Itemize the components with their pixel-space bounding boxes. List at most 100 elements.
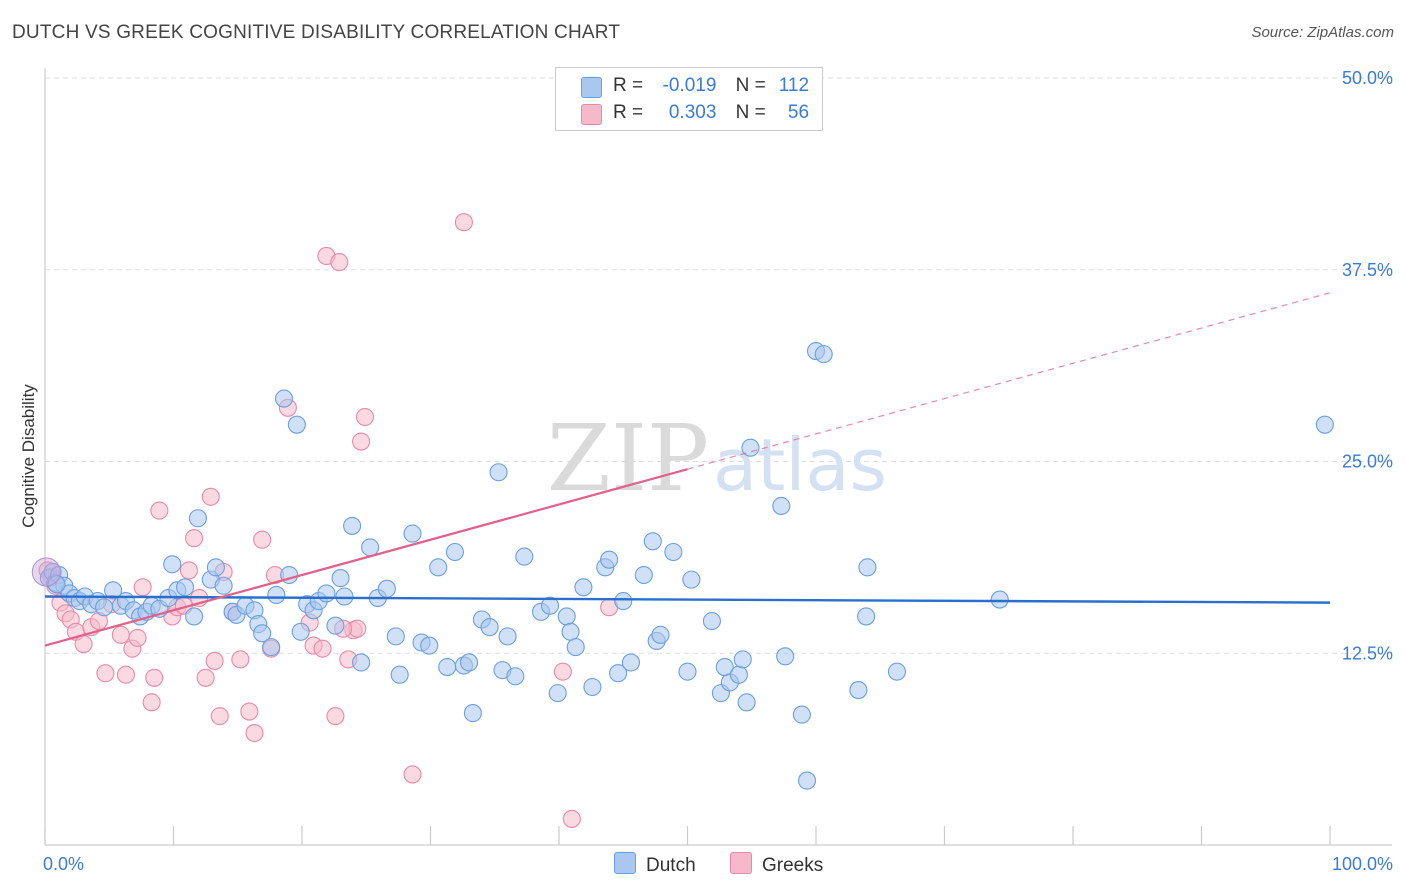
point-dutch	[176, 578, 195, 597]
point-dutch	[343, 516, 362, 535]
point-dutch	[331, 569, 350, 588]
correlation-legend: R = -0.019 N = 112 R = 0.303 N = 56	[555, 67, 823, 131]
legend-greeks-r-label: R =	[613, 102, 644, 123]
point-dutch	[600, 550, 619, 569]
point-greeks	[240, 702, 259, 721]
point-dutch	[459, 653, 479, 672]
point-dutch	[797, 771, 817, 790]
point-dutch	[849, 681, 868, 700]
point-dutch	[651, 625, 670, 644]
point-dutch	[583, 677, 602, 697]
point-dutch	[643, 532, 662, 551]
point-dutch	[548, 684, 567, 703]
point-dutch	[741, 438, 760, 457]
y-tick-label: 25.0%	[1342, 452, 1393, 472]
point-dutch	[498, 627, 517, 646]
y-tick-label: 50.0%	[1342, 68, 1393, 88]
point-dutch	[506, 667, 525, 686]
point-greeks	[210, 707, 229, 726]
point-dutch	[352, 653, 371, 672]
point-dutch	[326, 616, 345, 635]
point-dutch	[214, 576, 233, 595]
point-dutch	[1315, 415, 1334, 434]
point-dutch	[188, 509, 207, 528]
point-greeks	[403, 765, 422, 784]
point-dutch	[95, 598, 114, 617]
point-dutch	[858, 558, 877, 577]
point-greeks	[330, 253, 349, 272]
legend-dutch-r-label: R =	[613, 75, 644, 96]
legend-swatch-greeks	[581, 104, 602, 125]
point-dutch	[489, 463, 508, 482]
watermark-zip: ZIP	[547, 405, 709, 512]
series-legend-dutch: Dutch	[614, 852, 696, 877]
point-greeks	[196, 668, 215, 687]
point-dutch	[480, 618, 499, 637]
point-dutch	[463, 704, 482, 723]
point-dutch	[420, 636, 439, 655]
source-credit: Source: ZipAtlas.com	[1251, 24, 1394, 41]
watermark: ZIP atlas	[547, 405, 887, 512]
point-dutch	[621, 653, 641, 672]
point-dutch	[733, 650, 752, 669]
point-greeks	[205, 651, 224, 670]
point-greeks	[245, 723, 264, 743]
point-dutch	[857, 607, 876, 626]
point-greeks	[553, 662, 572, 681]
point-cluster	[31, 557, 61, 587]
trend-line-greeks	[44, 468, 688, 647]
point-greeks	[142, 693, 161, 712]
point-dutch	[561, 622, 580, 641]
point-dutch	[792, 705, 811, 724]
y-tick-label: 37.5%	[1342, 260, 1393, 280]
point-dutch	[887, 662, 907, 681]
point-greeks	[352, 432, 371, 451]
point-greeks	[562, 809, 581, 828]
point-dutch	[206, 558, 225, 577]
trend-lines	[44, 292, 1331, 647]
legend-greeks-r-value: 0.303	[668, 102, 717, 123]
point-dutch	[403, 524, 422, 543]
point-dutch	[772, 496, 791, 516]
point-dutch	[729, 665, 748, 684]
point-dutch	[664, 542, 683, 562]
point-greeks	[133, 578, 152, 597]
point-dutch	[335, 587, 354, 606]
point-dutch	[47, 575, 66, 594]
y-axis-label: Cognitive Disability	[19, 384, 38, 528]
point-dutch	[253, 624, 272, 643]
point-dutch	[776, 647, 795, 666]
point-greeks	[111, 625, 130, 644]
point-dutch	[267, 585, 286, 605]
legend-dutch-r-value: -0.019	[662, 75, 717, 96]
series-label-greeks: Greeks	[762, 855, 824, 876]
point-greeks	[128, 628, 147, 647]
point-dutch	[702, 611, 721, 631]
point-greeks	[355, 407, 375, 427]
series-legend-greeks: Greeks	[730, 852, 823, 877]
point-dutch	[274, 389, 294, 408]
grid-lines	[45, 77, 1392, 654]
point-greeks	[179, 561, 198, 580]
point-dutch	[163, 555, 182, 574]
x-tick-label: 100.0%	[1332, 854, 1393, 874]
point-dutch	[682, 570, 701, 589]
point-dutch	[104, 581, 123, 600]
point-dutch	[540, 596, 560, 615]
legend-swatch-dutch	[581, 77, 602, 98]
point-dutch	[515, 547, 534, 566]
point-dutch	[390, 665, 409, 684]
point-dutch	[557, 607, 576, 626]
point-dutch	[609, 664, 628, 683]
chart-title: DUTCH VS GREEK COGNITIVE DISABILITY CORR…	[12, 22, 621, 43]
trend-line-dutch	[44, 595, 1331, 604]
legend-dutch-n-value: 112	[778, 75, 810, 96]
tick-labels: 12.5% 25.0% 37.5% 50.0% 0.0% 100.0%	[43, 68, 1393, 874]
point-dutch	[678, 662, 697, 681]
point-greeks	[185, 529, 204, 548]
point-greeks	[201, 487, 220, 506]
series-label-dutch: Dutch	[646, 855, 696, 876]
point-dutch	[445, 542, 464, 562]
axes	[44, 68, 1392, 846]
